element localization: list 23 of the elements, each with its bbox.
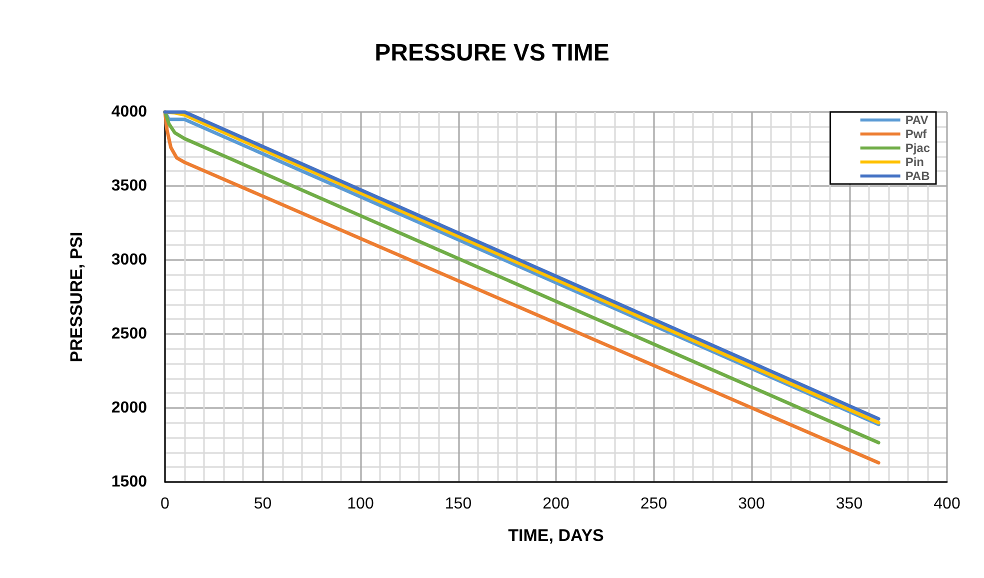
x-tick-label: 250 xyxy=(640,496,668,512)
y-tick-label: 4000 xyxy=(111,104,148,120)
x-tick-label: 0 xyxy=(160,496,170,512)
x-axis-title: TIME, DAYS xyxy=(508,526,604,545)
x-tick-label: 300 xyxy=(738,496,765,512)
y-tick-label: 2500 xyxy=(111,326,148,342)
legend-label: PAB xyxy=(905,169,930,183)
x-tick-label: 200 xyxy=(542,496,570,512)
x-tick-label: 150 xyxy=(444,496,472,512)
legend-label: Pjac xyxy=(905,141,930,155)
legend-label: PAV xyxy=(905,113,928,127)
x-tick-label: 100 xyxy=(347,496,374,512)
x-tick-label: 350 xyxy=(836,496,863,512)
y-tick-label: 2000 xyxy=(111,400,148,416)
y-tick-label: 1500 xyxy=(111,474,148,490)
x-tick-label: 400 xyxy=(934,496,960,512)
y-tick-label: 3500 xyxy=(111,178,148,194)
x-tick-label: 50 xyxy=(254,496,272,512)
legend-label: Pwf xyxy=(905,127,928,141)
legend-label: Pin xyxy=(905,155,924,169)
y-axis-title: PRESSURE, PSI xyxy=(67,232,86,362)
y-tick-label: 3000 xyxy=(111,252,148,268)
chart-title: PRESSURE VS TIME xyxy=(374,40,610,66)
